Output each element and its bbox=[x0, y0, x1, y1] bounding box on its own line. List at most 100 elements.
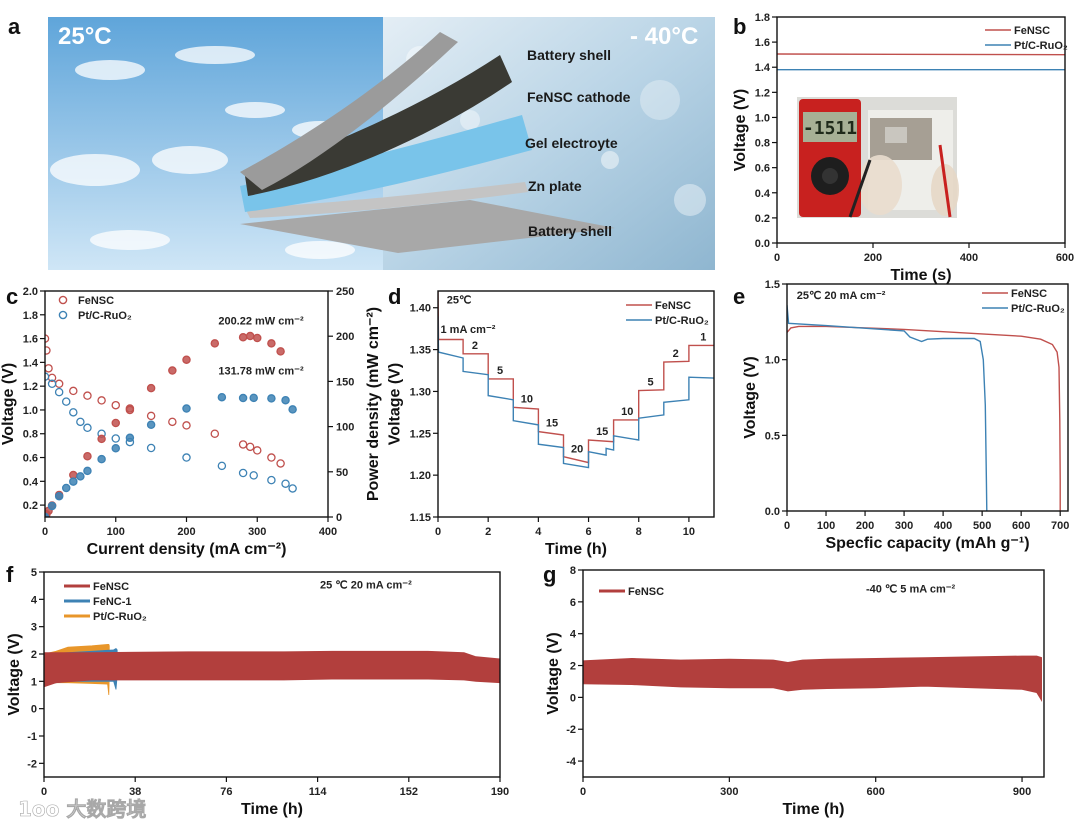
layer-label-fensc-cathode: FeNSC cathode bbox=[527, 89, 631, 105]
panel-label-f: f bbox=[6, 562, 14, 587]
y-tick-label: 1.0 bbox=[765, 355, 780, 367]
series-fensc-power-point bbox=[238, 333, 248, 342]
x-tick-label: 38 bbox=[129, 786, 141, 798]
series-pt-c-ruo--line bbox=[787, 305, 988, 511]
panel-label-d: d bbox=[388, 284, 401, 309]
series-pt-c-ruo--point bbox=[249, 471, 258, 480]
y-tick-label: 1.35 bbox=[410, 345, 431, 357]
series-pt-c-ruo-power-point bbox=[267, 394, 276, 403]
y-tick-label: 0.6 bbox=[23, 453, 38, 465]
x-tick-label: 6 bbox=[585, 526, 591, 538]
y-tick-label: -2 bbox=[27, 758, 37, 770]
series-fensc-point bbox=[168, 417, 177, 427]
y-tick-label: 2 bbox=[31, 649, 37, 661]
annotation: 5 bbox=[648, 377, 654, 389]
series-fensc-line bbox=[777, 53, 1065, 56]
y-axis-title: Voltage (V) bbox=[742, 356, 759, 438]
legend: FeNSC Pt/C-RuO₂ bbox=[982, 288, 1065, 315]
legend-label: FeNSC bbox=[628, 586, 664, 598]
legend-item: FeNSC bbox=[626, 300, 691, 312]
series-pt-c-ruo-power-point bbox=[146, 420, 156, 430]
series-pt-c-ruo-power-point bbox=[111, 444, 121, 453]
legend: FeNSC Pt/C-RuO₂ bbox=[58, 295, 132, 322]
x-tick-label: 76 bbox=[220, 786, 232, 798]
gel-electrolyte bbox=[240, 115, 532, 212]
panel-label-e: e bbox=[733, 284, 745, 309]
y-tick-label: 0.0 bbox=[755, 238, 770, 250]
series-pt-c-ruo-power-point bbox=[69, 477, 78, 486]
panel-label-a: a bbox=[8, 14, 21, 39]
legend-label: Pt/C-RuO₂ bbox=[78, 310, 132, 322]
series-pt-c-ruo--point bbox=[83, 423, 92, 433]
series-pt-c-ruo-power-point bbox=[238, 393, 248, 403]
x-tick-label: 152 bbox=[400, 786, 418, 798]
plot-frame bbox=[437, 290, 715, 518]
y-tick-label: 8 bbox=[570, 565, 576, 577]
y-tick-label: 1.8 bbox=[755, 12, 770, 24]
annotation: 20 bbox=[571, 444, 583, 456]
legend-item: FeNSC bbox=[982, 288, 1047, 300]
layer-label-zn-plate: Zn plate bbox=[528, 178, 582, 194]
x-tick-label: 100 bbox=[817, 520, 835, 532]
x-tick-label: 0 bbox=[580, 786, 586, 798]
y-tick-label: 0.4 bbox=[755, 188, 771, 200]
x-tick-label: 900 bbox=[1013, 786, 1031, 798]
y2-tick-label: 0 bbox=[336, 512, 342, 524]
series-fensc-power-point bbox=[267, 339, 276, 348]
plot-area bbox=[583, 655, 1042, 703]
y-tick-label: 1.30 bbox=[410, 386, 431, 398]
series-pt-c-ruo--point bbox=[76, 417, 85, 427]
series-pt-c-ruo--point bbox=[288, 484, 297, 493]
series-fensc-band bbox=[44, 650, 500, 688]
panel-f-chart: 0 38 76 114 152 190 -2 -1 0 1 2 3 4 5 Time (h) Voltage … bbox=[6, 567, 509, 818]
legend: FeNSC Pt/C-RuO₂ bbox=[985, 25, 1068, 52]
annotation: 5 bbox=[497, 365, 503, 377]
x-tick-label: 0 bbox=[784, 520, 790, 532]
x-axis-title: Specfic capacity (mAh g⁻¹) bbox=[825, 535, 1029, 552]
warm-temperature-label: 25°C bbox=[58, 23, 112, 50]
x-tick-label: 4 bbox=[535, 526, 542, 538]
y-tick-label: -1 bbox=[27, 731, 37, 743]
fensc-cathode bbox=[245, 55, 512, 196]
legend-item: FeNSC bbox=[985, 25, 1050, 37]
x-tick-label: 300 bbox=[248, 526, 266, 538]
series-fensc-power-point bbox=[111, 418, 121, 428]
y-tick-label: 1.5 bbox=[765, 279, 780, 291]
x-tick-label: 400 bbox=[319, 526, 337, 538]
series-pt-c-ruo-power-point bbox=[97, 454, 106, 464]
x-tick-label: 400 bbox=[960, 252, 978, 264]
legend-item: Pt/C-RuO₂ bbox=[985, 40, 1068, 52]
series-fensc-point bbox=[45, 346, 51, 355]
series-pt-c-ruo-power-point bbox=[288, 405, 297, 414]
series-fensc-point bbox=[111, 400, 121, 410]
layer-label-gel-electrolyte: Gel electroyte bbox=[525, 135, 618, 151]
plot-area bbox=[438, 291, 714, 469]
x-tick-label: 100 bbox=[107, 526, 125, 538]
y-tick-label: 3 bbox=[31, 622, 37, 634]
plot-frame bbox=[786, 283, 1069, 512]
series-fensc-point bbox=[182, 421, 191, 430]
x-tick-label: 0 bbox=[774, 252, 780, 264]
y-tick-label: 1.4 bbox=[755, 62, 771, 74]
y-tick-label: 1.0 bbox=[755, 112, 770, 124]
cold-temperature-label: - 40°C bbox=[630, 23, 698, 50]
y-tick-label: 1.2 bbox=[755, 87, 770, 99]
layer-label-battery-shell-top: Battery shell bbox=[527, 47, 611, 63]
series-fensc-point bbox=[146, 411, 156, 421]
x-tick-label: 300 bbox=[895, 520, 913, 532]
layer-label-battery-shell-bottom: Battery shell bbox=[528, 223, 612, 239]
y-tick-label: 2 bbox=[570, 661, 576, 673]
annotation: -40 ℃ 5 mA cm⁻² bbox=[866, 583, 956, 595]
series-pt-c-ruo--point bbox=[217, 461, 227, 471]
series-fensc-point bbox=[83, 391, 92, 400]
panel-b-chart: 0 200 400 600 0.0 0.2 0.4 0.6 0.8 1.0 1.2 1.4 1.6 1.8… bbox=[732, 12, 1074, 284]
series-fensc-power-point bbox=[276, 347, 285, 356]
series-pt-c-ruo-power-point bbox=[54, 491, 64, 501]
legend-label: FeNSC bbox=[655, 300, 691, 312]
y-tick-label: 1.6 bbox=[23, 334, 38, 346]
x-tick-label: 10 bbox=[683, 526, 695, 538]
series-pt-c-ruo-power-point bbox=[217, 392, 227, 402]
y-tick-label: 0.6 bbox=[755, 163, 770, 175]
series-pt-c-ruo-power-point bbox=[249, 393, 258, 403]
series-pt-c-ruo--point bbox=[267, 475, 276, 485]
